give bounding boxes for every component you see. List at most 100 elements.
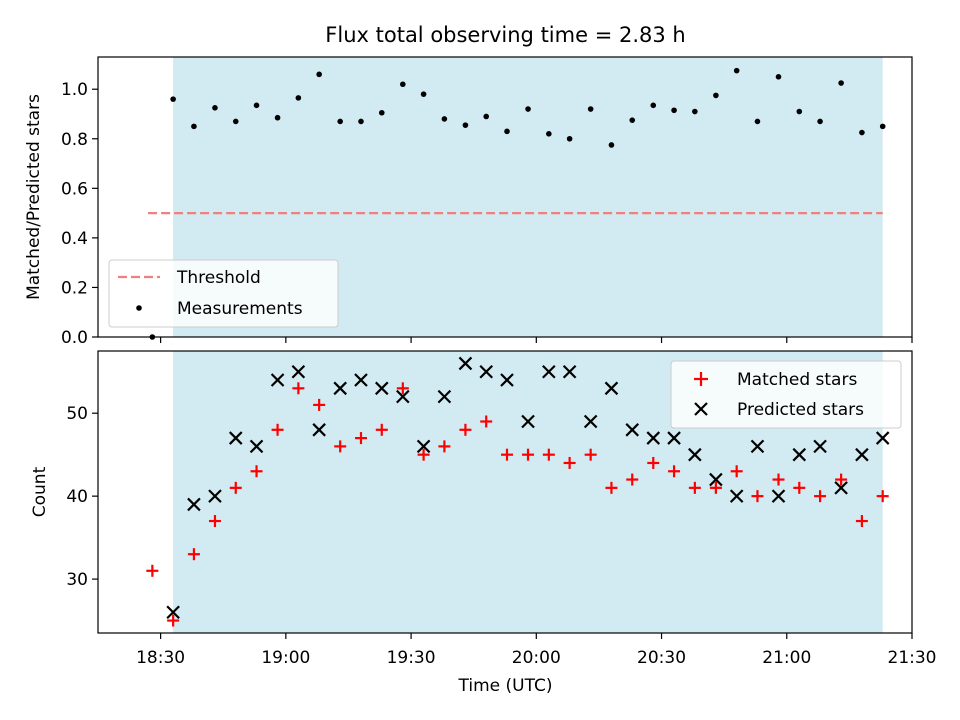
matched-star-point [793, 481, 806, 494]
matched-star-point [187, 548, 200, 561]
matched-star-point [688, 481, 701, 494]
matched-star-point [709, 481, 722, 494]
x-stroke-b [834, 481, 848, 495]
predicted-star-point [354, 373, 368, 387]
y-tick-label: 50 [66, 404, 88, 424]
x-stroke-b [374, 381, 389, 396]
measurement-point [546, 131, 552, 137]
top-legend: Threshold Measurements [108, 259, 339, 328]
measurement-point [170, 96, 176, 102]
matched-star-point [522, 448, 535, 461]
y-tick-label: 0.0 [61, 328, 88, 348]
x-stroke-b [667, 431, 681, 445]
x-stroke-b [354, 373, 368, 387]
legend-predicted-swatch [694, 402, 708, 416]
top-y-axis-label: Matched/Predicted stars [24, 94, 44, 300]
matched-star-point [542, 448, 555, 461]
x-stroke-b [458, 356, 473, 371]
x-stroke-b [166, 605, 180, 620]
predicted-star-point [709, 472, 723, 487]
matched-star-point [208, 515, 221, 528]
predicted-star-point [187, 497, 201, 512]
measurement-point [629, 117, 636, 123]
predicted-star-point [667, 431, 681, 445]
matched-star-point [647, 456, 660, 469]
predicted-star-point [604, 381, 619, 396]
measurement-point [525, 106, 531, 112]
predicted-star-point [291, 364, 306, 379]
chart-title: Flux total observing time = 2.83 h [325, 23, 685, 47]
predicted-star-point [562, 364, 577, 379]
legend-measurements-swatch [136, 305, 142, 311]
matched-star-point [396, 382, 409, 395]
matched-star-point [876, 490, 889, 503]
predicted-star-point [625, 423, 640, 437]
measurement-point [504, 128, 510, 135]
y-tick-label: 0.8 [61, 130, 88, 150]
matched-star-point [229, 481, 242, 494]
measurement-points [149, 67, 886, 340]
top-y-ticks: 0.0 0.2 0.4 0.6 0.8 1.0 [61, 80, 98, 348]
matched-star-point [855, 515, 868, 528]
x-stroke-b [270, 373, 285, 387]
bottom-legend: Matched stars Predicted stars [670, 360, 902, 429]
measurement-point [483, 113, 490, 120]
x-stroke-b [542, 364, 556, 379]
top-x-ticks [160, 337, 913, 343]
predicted-star-point [750, 439, 765, 454]
x-stroke-b [813, 439, 827, 454]
measurement-point [566, 135, 573, 142]
measurement-point [671, 107, 677, 114]
x-stroke-b [500, 373, 514, 387]
matched-star-point [772, 473, 785, 486]
matched-star-point [438, 440, 451, 453]
x-tick-label: 19:30 [387, 648, 436, 668]
predicted-star-point [374, 381, 389, 396]
y-tick-label: 1.0 [61, 80, 88, 100]
matched-star-point [480, 415, 493, 428]
x-stroke-b [333, 381, 347, 396]
predicted-star-point [416, 439, 431, 454]
measurement-point [838, 80, 844, 86]
x-stroke-b [562, 364, 577, 379]
x-tick-label: 20:30 [637, 648, 686, 668]
predicted-star-point [875, 431, 890, 445]
x-stroke-b [792, 447, 807, 462]
predicted-star-point [521, 414, 535, 429]
predicted-star-point [834, 481, 848, 495]
measurement-point [462, 122, 469, 128]
measurement-point [775, 74, 782, 80]
x-stroke-b [583, 414, 598, 429]
predicted-star-point [583, 414, 598, 429]
bottom-x-ticks: 18:30 19:00 19:30 20:00 20:30 21:00 21:30 [136, 633, 937, 668]
predicted-star-point [208, 489, 222, 503]
measurement-point [358, 118, 364, 125]
x-axis-label: Time (UTC) [458, 676, 553, 696]
measurement-point [796, 108, 803, 115]
y-tick-label: 0.2 [61, 278, 88, 298]
measurement-point [253, 102, 260, 109]
predicted-star-point [333, 381, 347, 396]
x-stroke-b [416, 439, 431, 454]
measurement-point [316, 71, 322, 78]
x-stroke-b [396, 389, 410, 404]
matched-star-point [751, 490, 764, 503]
matched-star-point [292, 382, 305, 395]
x-stroke-b [646, 431, 661, 445]
predicted-star-point [228, 431, 243, 445]
legend-matched-swatch [694, 372, 708, 386]
matched-star-point [584, 448, 597, 461]
matched-star-point [459, 423, 472, 436]
predicted-star-point [458, 356, 473, 371]
matched-star-point [146, 564, 159, 577]
measurement-point [650, 102, 657, 109]
x-stroke-b [604, 381, 619, 396]
x-stroke-b [228, 431, 243, 445]
y-tick-label: 40 [66, 487, 88, 507]
matched-star-point [313, 398, 326, 411]
x-stroke-b [688, 447, 702, 462]
matched-star-point [167, 614, 180, 627]
predicted-star-point [396, 389, 410, 404]
x-stroke-b [521, 414, 535, 429]
